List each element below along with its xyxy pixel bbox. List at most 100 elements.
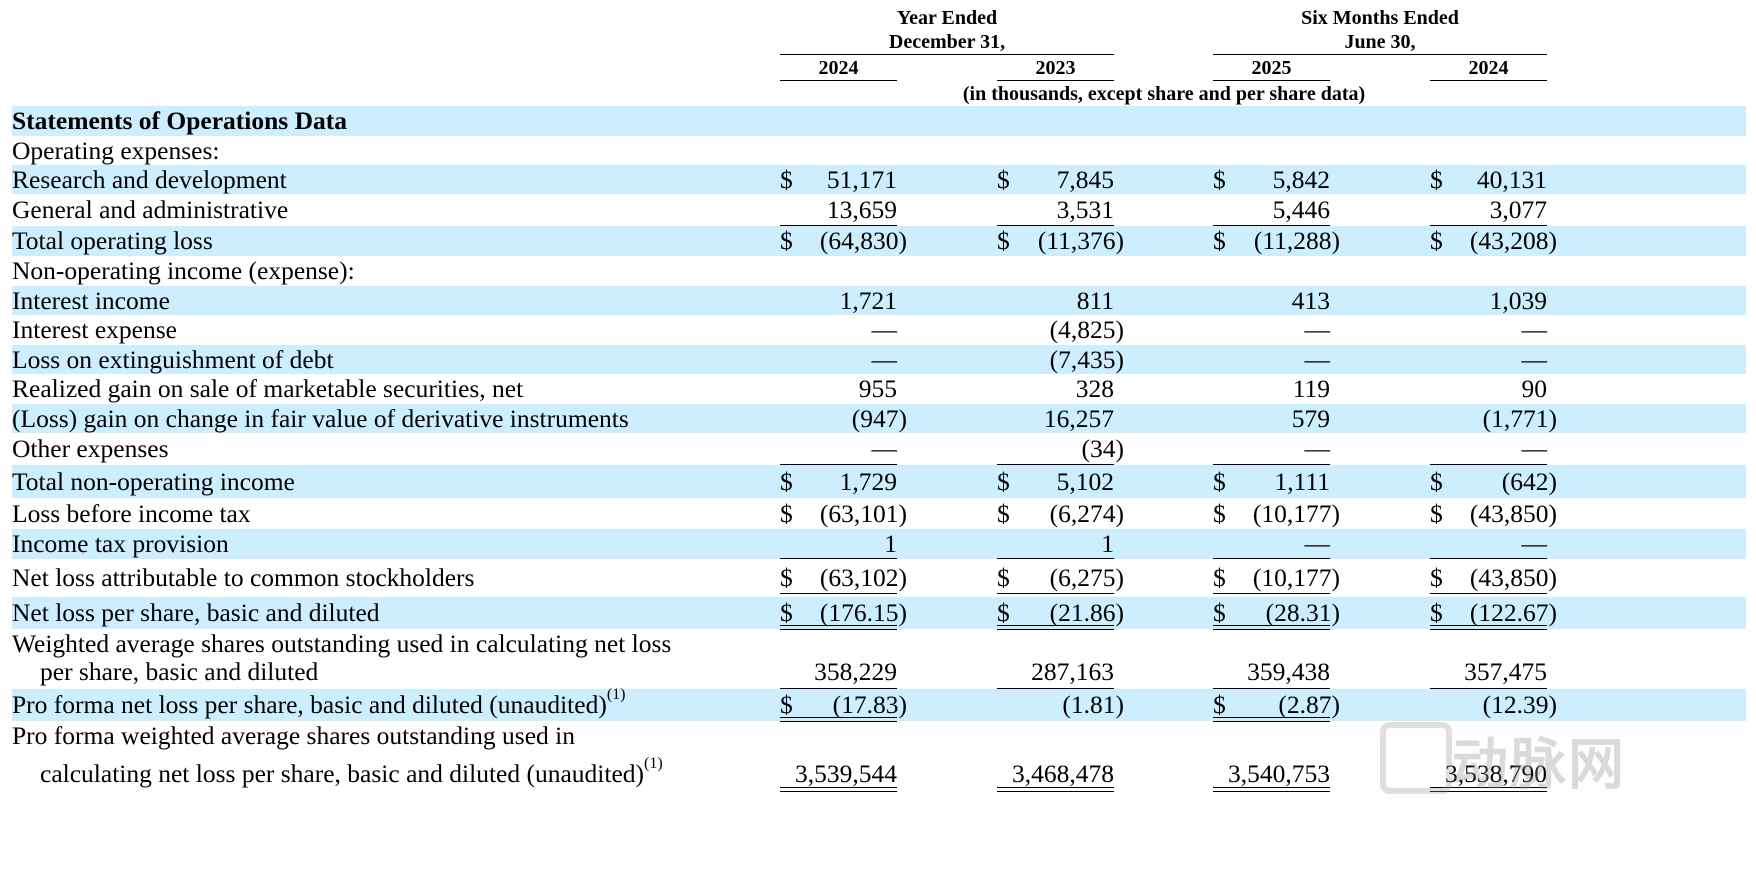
year-header-2024-six-months: 2024 [1468, 57, 1509, 79]
value-cell: 40,131 [1476, 164, 1547, 194]
double-underline [997, 625, 1114, 630]
value-cell: 328 [1075, 374, 1114, 403]
row-label: Net loss per share, basic and diluted [12, 598, 380, 628]
six-months-header-line2: June 30, [1344, 31, 1416, 53]
value-cell: — [1521, 315, 1548, 344]
row-label: Interest expense [12, 315, 177, 345]
currency-symbol: $ [1213, 563, 1226, 592]
value-cell: (7,435) [1049, 344, 1124, 374]
value-cell: 119 [1292, 374, 1330, 403]
value-cell: 51,171 [826, 164, 897, 194]
currency-symbol: $ [1430, 563, 1443, 592]
currency-symbol: $ [1213, 498, 1226, 528]
six-months-header-rule [1213, 54, 1547, 55]
row-label-text: (Loss) gain on change in fair value of d… [12, 403, 629, 433]
row-label-text: Net loss attributable to common stockhol… [12, 563, 475, 592]
currency-symbol: $ [1213, 466, 1226, 496]
single-underline [1213, 464, 1330, 465]
value-cell: 357,475 [1464, 657, 1547, 686]
year-rule-3 [1213, 80, 1330, 81]
value-cell: — [1304, 344, 1331, 374]
table-row: Statements of Operations Data [12, 106, 1746, 136]
single-underline [997, 225, 1114, 226]
row-label-text: General and administrative [12, 195, 289, 224]
row-label-text: Operating expenses: [12, 135, 220, 165]
row-label: Realized gain on sale of marketable secu… [12, 374, 523, 404]
single-underline [1430, 464, 1547, 465]
footnote-marker: (1) [606, 686, 626, 703]
value-cell: (11,376) [1037, 226, 1124, 255]
row-label-continuation: calculating net loss per share, basic an… [40, 755, 663, 789]
value-cell: 3,468,478 [1012, 759, 1114, 788]
double-underline [1213, 625, 1330, 630]
value-cell: 955 [858, 374, 897, 403]
single-underline [780, 464, 897, 465]
year-rule-1 [780, 80, 897, 81]
table-row: Total operating loss (64,830) $ (11,376) $ (1… [12, 226, 1746, 256]
double-underline [1213, 717, 1330, 722]
value-cell: 5,842 [1272, 164, 1330, 194]
value-cell: (64,830) [819, 226, 907, 255]
single-underline [1430, 558, 1547, 559]
value-cell: (4,825) [1049, 315, 1124, 344]
value-cell: 413 [1291, 285, 1330, 315]
row-label-text: Interest income [12, 285, 170, 315]
footnote-marker: (1) [644, 755, 663, 772]
value-cell: — [1521, 529, 1548, 558]
currency-symbol: $ [1213, 598, 1226, 627]
row-label: Income tax provision [12, 529, 229, 559]
single-underline [780, 558, 897, 559]
value-cell: (10,177) [1252, 563, 1340, 592]
currency-symbol: $ [1430, 226, 1443, 255]
single-underline [997, 558, 1114, 559]
watermark-text: 动脉网 [1452, 733, 1626, 798]
row-label: Net loss attributable to common stockhol… [12, 563, 474, 593]
year-header-2023: 2023 [1035, 57, 1076, 79]
row-label: Research and development [12, 165, 287, 195]
single-underline [1213, 688, 1330, 689]
currency-symbol: $ [997, 466, 1010, 496]
row-label: Operating expenses: [12, 136, 219, 166]
table-row: Non-operating income (expense): [12, 256, 1746, 286]
value-cell: 811 [1076, 285, 1114, 315]
row-label-text: Net loss per share, basic and diluted [12, 598, 380, 627]
value-cell: (63,101) [819, 498, 907, 528]
table-row: Loss on extinguishment of debt — (7,435) — — [12, 345, 1746, 374]
year-ended-header-rule [780, 54, 1114, 55]
year-header-2024: 2024 [818, 57, 859, 79]
value-cell: — [1521, 344, 1548, 374]
value-cell: 3,077 [1489, 195, 1547, 224]
value-cell: — [871, 434, 898, 463]
single-underline [1213, 225, 1330, 226]
double-underline [997, 787, 1114, 792]
value-cell: 16,257 [1043, 403, 1114, 433]
value-cell: — [1304, 315, 1331, 344]
currency-symbol: $ [1213, 226, 1226, 255]
row-label-text: Pro forma net loss per share, basic and … [12, 690, 607, 719]
value-cell: (1,771) [1482, 403, 1557, 433]
row-label: Total non-operating income [12, 467, 295, 497]
currency-symbol: $ [1430, 598, 1443, 627]
value-cell: (10,177) [1252, 498, 1340, 528]
table-row: Interest income 1,721 811 413 1,039 [12, 286, 1746, 315]
currency-symbol: $ [780, 690, 793, 719]
value-cell: 358,229 [814, 657, 897, 686]
value-cell: 3,540,753 [1228, 759, 1330, 788]
value-cell: (12.39) [1482, 690, 1557, 719]
single-underline [1213, 558, 1330, 559]
row-label-text: Income tax provision [12, 529, 229, 558]
row-label-text: Weighted average shares outstanding used… [12, 629, 672, 658]
value-cell: 1,111 [1274, 466, 1330, 496]
row-label-text: Research and development [12, 164, 287, 194]
currency-symbol: $ [1213, 690, 1226, 719]
row-label-text: Interest expense [12, 315, 177, 344]
currency-symbol: $ [997, 498, 1010, 528]
table-row: Research and development 51,171 $7,845 $5,8… [12, 165, 1746, 194]
value-cell: (122.67) [1469, 598, 1557, 627]
row-label: Pro forma net loss per share, basic and … [12, 686, 626, 720]
single-underline [780, 688, 897, 689]
six-months-header-line1: Six Months Ended [1301, 7, 1459, 29]
row-label-continuation-text: per share, basic and diluted [40, 657, 319, 686]
currency-symbol: $ [997, 164, 1010, 194]
currency-symbol: $ [780, 226, 793, 255]
